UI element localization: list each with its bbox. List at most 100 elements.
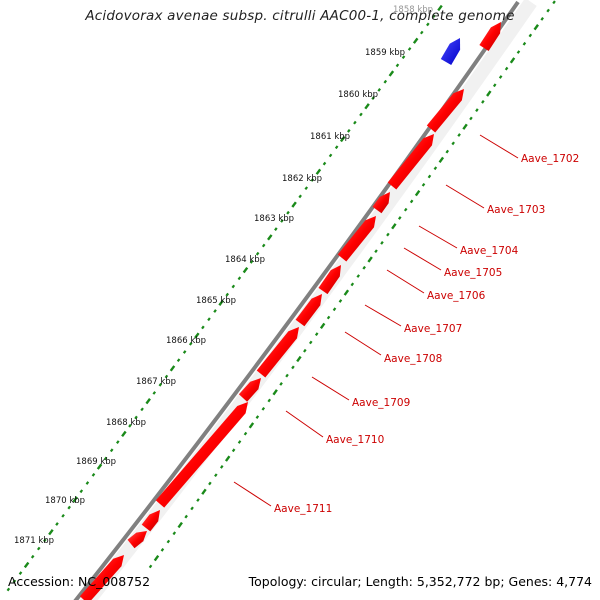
- minor-tick: [291, 365, 295, 370]
- minor-tick: [261, 243, 266, 248]
- gene-arrow-forward[interactable]: [141, 510, 160, 532]
- minor-tick: [109, 448, 114, 453]
- gene-label[interactable]: Aave_1708: [384, 353, 442, 365]
- minor-tick: [285, 373, 289, 378]
- major-tick: [201, 488, 207, 495]
- minor-tick: [475, 108, 479, 113]
- major-tick: [412, 37, 419, 44]
- minor-tick: [338, 299, 343, 303]
- minor-tick: [298, 194, 302, 199]
- gene-label[interactable]: Aave_1709: [352, 397, 410, 409]
- minor-tick: [326, 315, 331, 320]
- minor-tick: [359, 112, 363, 117]
- minor-tick: [166, 539, 171, 544]
- gene-arrow-forward[interactable]: [337, 216, 376, 262]
- minor-tick: [469, 116, 473, 121]
- gene-arrow-forward[interactable]: [387, 134, 434, 190]
- gene-arrow-forward[interactable]: [238, 378, 261, 402]
- gene-label[interactable]: Aave_1705: [444, 267, 502, 279]
- gene-arrow-forward[interactable]: [372, 192, 391, 214]
- minor-tick: [261, 406, 266, 411]
- minor-tick: [172, 531, 177, 536]
- minor-tick: [407, 47, 412, 51]
- minor-tick: [213, 309, 217, 313]
- minor-tick: [528, 33, 533, 38]
- gene-label[interactable]: Aave_1703: [487, 204, 545, 216]
- gene-label[interactable]: Aave_1704: [460, 245, 519, 257]
- ruler-label: 1867 kbp: [136, 377, 176, 387]
- map-title: Acidovorax avenae subsp. citrulli AAC00-…: [85, 8, 515, 24]
- minor-tick: [103, 456, 108, 461]
- major-tick: [343, 289, 350, 296]
- minor-tick: [401, 55, 406, 60]
- major-tick: [145, 398, 151, 405]
- gene-arrow-forward[interactable]: [155, 402, 248, 508]
- ruler-label: 1860 kbp: [338, 90, 378, 100]
- gene-arrow-forward[interactable]: [479, 22, 501, 51]
- minor-tick: [552, 0, 556, 5]
- minor-tick: [334, 145, 339, 150]
- minor-tick: [30, 554, 35, 559]
- gene-leader-line: [311, 376, 350, 401]
- major-tick: [272, 389, 278, 396]
- gene-arrow-reverse[interactable]: [440, 38, 461, 65]
- minor-tick: [43, 538, 47, 543]
- gene-leader-line: [479, 134, 519, 159]
- minor-tick: [188, 341, 193, 346]
- major-tick: [462, 123, 468, 130]
- minor-tick: [140, 407, 144, 412]
- gene-arrow-forward[interactable]: [79, 555, 124, 600]
- gene-arrow-forward[interactable]: [295, 294, 322, 327]
- minor-tick: [67, 505, 71, 510]
- gene-label[interactable]: Aave_1707: [404, 323, 462, 335]
- major-tick: [72, 496, 78, 503]
- gene-label[interactable]: Aave_1706: [427, 290, 486, 302]
- minor-tick: [219, 465, 224, 469]
- minor-tick: [347, 128, 351, 133]
- gene-label[interactable]: Aave_1711: [274, 503, 332, 515]
- major-tick: [291, 201, 297, 208]
- ruler-label: 1869 kbp: [76, 457, 116, 467]
- minor-tick: [380, 241, 384, 245]
- minor-tick: [237, 440, 242, 444]
- gene-label[interactable]: Aave_1702: [521, 153, 579, 165]
- minor-tick: [504, 66, 509, 71]
- gene-arrow-forward[interactable]: [318, 265, 342, 295]
- ruler-label: 1858 kbp: [393, 5, 433, 15]
- ruler-label: 1864 kbp: [225, 255, 265, 265]
- minor-tick: [148, 564, 153, 569]
- major-tick: [364, 103, 370, 110]
- minor-tick: [176, 358, 181, 363]
- major-tick: [388, 70, 395, 77]
- gene-arrow-forward[interactable]: [426, 89, 464, 133]
- minor-tick: [457, 133, 461, 137]
- minor-tick: [481, 99, 485, 104]
- minor-tick: [303, 348, 307, 353]
- minor-tick: [201, 325, 205, 330]
- ruler-label: 1866 kbp: [166, 336, 206, 346]
- minor-tick: [231, 448, 236, 453]
- minor-tick: [386, 232, 390, 237]
- forward-strand-layer: [79, 22, 501, 600]
- major-tick: [437, 4, 443, 12]
- gene-arrow-forward[interactable]: [256, 327, 299, 378]
- minor-tick: [498, 75, 503, 79]
- genome-summary: Topology: circular; Length: 5,352,772 bp…: [248, 574, 592, 589]
- minor-tick: [190, 506, 194, 511]
- ruler-label: 1870 kbp: [45, 496, 85, 506]
- minor-tick: [398, 216, 402, 220]
- minor-tick: [280, 219, 284, 223]
- gene-arrow-forward[interactable]: [127, 531, 148, 549]
- minor-tick: [158, 382, 163, 387]
- gene-label[interactable]: Aave_1710: [326, 434, 384, 446]
- minor-tick: [322, 161, 327, 166]
- major-tick: [391, 223, 397, 230]
- major-tick: [296, 355, 302, 363]
- minor-tick: [184, 514, 188, 519]
- ruler-label: 1859 kbp: [365, 48, 405, 58]
- ruler-label: 1871 kbp: [14, 536, 54, 546]
- minor-tick: [255, 415, 260, 419]
- minor-tick: [350, 282, 355, 287]
